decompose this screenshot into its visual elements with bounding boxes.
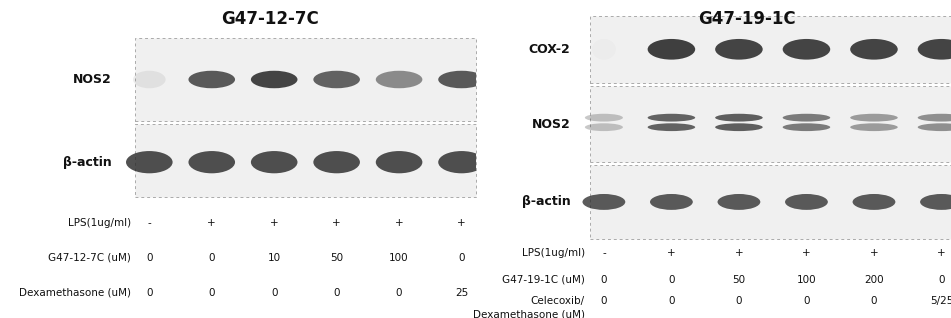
Text: 0: 0 — [271, 287, 278, 298]
Text: 0: 0 — [669, 275, 674, 285]
Text: 0: 0 — [208, 252, 215, 263]
Text: 0: 0 — [601, 295, 607, 306]
Text: 10: 10 — [267, 252, 281, 263]
Text: NOS2: NOS2 — [73, 73, 112, 86]
Text: 100: 100 — [797, 275, 816, 285]
Text: 200: 200 — [864, 275, 883, 285]
Text: Dexamethasone (uM): Dexamethasone (uM) — [473, 310, 585, 318]
Text: +: + — [734, 248, 744, 258]
Ellipse shape — [783, 123, 830, 131]
Ellipse shape — [650, 194, 692, 210]
Text: +: + — [667, 248, 676, 258]
Ellipse shape — [585, 114, 623, 121]
Text: +: + — [457, 218, 466, 228]
Ellipse shape — [850, 39, 898, 60]
Ellipse shape — [715, 123, 763, 131]
Text: +: + — [395, 218, 403, 228]
Text: 0: 0 — [871, 295, 877, 306]
Ellipse shape — [438, 71, 485, 88]
Ellipse shape — [785, 194, 827, 210]
Text: Celecoxib/: Celecoxib/ — [531, 295, 585, 306]
Text: 0: 0 — [939, 275, 944, 285]
Text: LPS(1ug/ml): LPS(1ug/ml) — [522, 248, 585, 258]
Text: +: + — [802, 248, 811, 258]
Ellipse shape — [783, 114, 830, 121]
Text: 0: 0 — [208, 287, 215, 298]
Text: 0: 0 — [804, 295, 809, 306]
Ellipse shape — [783, 39, 830, 60]
Text: -: - — [147, 218, 151, 228]
Ellipse shape — [920, 194, 951, 210]
Text: 25: 25 — [455, 287, 468, 298]
Ellipse shape — [133, 71, 165, 88]
Ellipse shape — [376, 151, 422, 173]
Ellipse shape — [188, 151, 235, 173]
Ellipse shape — [715, 114, 763, 121]
Bar — [590, 16, 951, 83]
Text: 0: 0 — [146, 287, 152, 298]
Bar — [135, 38, 476, 121]
Text: Dexamethasone (uM): Dexamethasone (uM) — [19, 287, 130, 298]
Ellipse shape — [313, 71, 359, 88]
Text: 0: 0 — [669, 295, 674, 306]
Text: +: + — [270, 218, 279, 228]
Text: 100: 100 — [389, 252, 409, 263]
Ellipse shape — [918, 39, 951, 60]
Ellipse shape — [251, 71, 298, 88]
Text: G47-12-7C (uM): G47-12-7C (uM) — [48, 252, 130, 263]
Text: COX-2: COX-2 — [529, 43, 571, 56]
Text: β-actin: β-actin — [64, 156, 112, 169]
Text: 0: 0 — [334, 287, 340, 298]
Text: 0: 0 — [146, 252, 152, 263]
Ellipse shape — [648, 123, 695, 131]
Ellipse shape — [918, 123, 951, 131]
Bar — [590, 86, 951, 162]
Ellipse shape — [585, 123, 623, 131]
Ellipse shape — [126, 151, 172, 173]
Text: 0: 0 — [601, 275, 607, 285]
Text: 50: 50 — [732, 275, 746, 285]
Text: β-actin: β-actin — [522, 196, 571, 208]
Text: 50: 50 — [330, 252, 343, 263]
Ellipse shape — [251, 151, 298, 173]
Bar — [590, 165, 951, 238]
Text: LPS(1ug/ml): LPS(1ug/ml) — [68, 218, 130, 228]
Text: +: + — [332, 218, 341, 228]
Text: -: - — [602, 248, 606, 258]
Ellipse shape — [648, 39, 695, 60]
Ellipse shape — [852, 194, 896, 210]
Text: 0: 0 — [396, 287, 402, 298]
Bar — [135, 124, 476, 197]
Ellipse shape — [918, 114, 951, 121]
Ellipse shape — [582, 194, 626, 210]
Text: +: + — [869, 248, 879, 258]
Ellipse shape — [188, 71, 235, 88]
Ellipse shape — [376, 71, 422, 88]
Ellipse shape — [648, 114, 695, 121]
Text: G47-19-1C: G47-19-1C — [698, 10, 795, 28]
Text: NOS2: NOS2 — [532, 118, 571, 130]
Text: 5/25: 5/25 — [930, 295, 951, 306]
Text: +: + — [207, 218, 216, 228]
Ellipse shape — [850, 123, 898, 131]
Ellipse shape — [438, 151, 485, 173]
Text: G47-19-1C (uM): G47-19-1C (uM) — [502, 275, 585, 285]
Ellipse shape — [715, 39, 763, 60]
Text: 0: 0 — [736, 295, 742, 306]
Text: 0: 0 — [458, 252, 465, 263]
Ellipse shape — [313, 151, 359, 173]
Ellipse shape — [717, 194, 761, 210]
Ellipse shape — [850, 114, 898, 121]
Text: +: + — [937, 248, 946, 258]
Text: G47-12-7C: G47-12-7C — [222, 10, 320, 28]
